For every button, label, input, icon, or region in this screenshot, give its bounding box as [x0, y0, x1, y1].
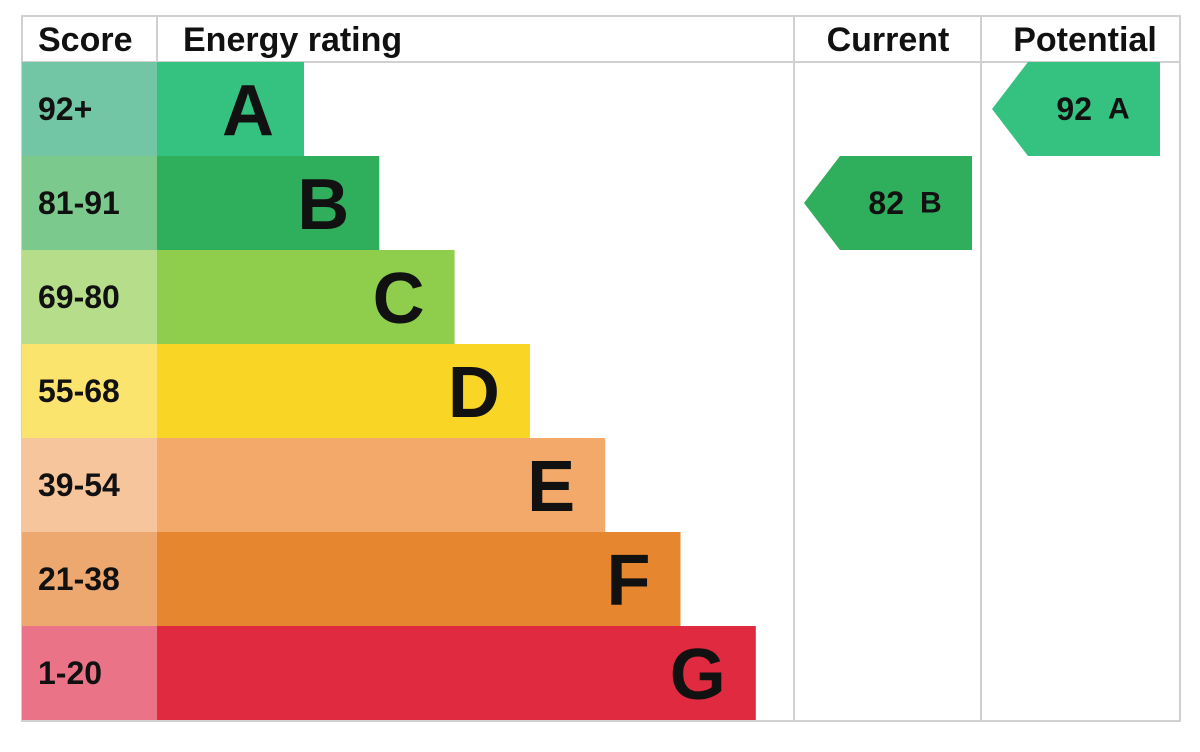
potential-arrow — [992, 62, 1160, 156]
potential-value: 92 — [1056, 91, 1092, 127]
current-arrow — [804, 156, 972, 250]
header-potential: Potential — [1013, 21, 1157, 59]
rating-bar — [157, 626, 756, 720]
potential-letter: A — [1108, 93, 1130, 126]
header-score: Score — [38, 21, 133, 59]
score-cell — [22, 438, 157, 532]
rating-bar — [157, 156, 380, 250]
score-label: 21-38 — [38, 561, 120, 597]
header-current: Current — [827, 21, 950, 59]
band-letter: B — [297, 165, 349, 245]
rating-bar — [157, 344, 530, 438]
band-letter: F — [607, 541, 651, 621]
score-cell — [22, 344, 157, 438]
band-letter: C — [373, 259, 425, 339]
score-cell — [22, 626, 157, 720]
current-letter: B — [920, 187, 942, 220]
score-label: 69-80 — [38, 279, 120, 315]
score-cell — [22, 62, 157, 156]
rating-bar — [157, 532, 681, 626]
rating-bar — [157, 438, 606, 532]
header-rating: Energy rating — [183, 21, 402, 59]
rating-bar — [157, 250, 455, 344]
score-label: 81-91 — [38, 185, 120, 221]
score-label: 55-68 — [38, 373, 120, 409]
score-label: 39-54 — [38, 467, 120, 503]
band-letter: G — [670, 635, 726, 715]
score-label: 1-20 — [38, 655, 102, 691]
band-letter: E — [527, 447, 575, 527]
current-value: 82 — [868, 185, 904, 221]
score-cell — [22, 250, 157, 344]
score-cell — [22, 532, 157, 626]
score-label: 92+ — [38, 91, 92, 127]
score-cell — [22, 156, 157, 250]
rating-bar — [157, 62, 304, 156]
band-letter: D — [448, 353, 500, 433]
band-letter: A — [222, 71, 274, 151]
